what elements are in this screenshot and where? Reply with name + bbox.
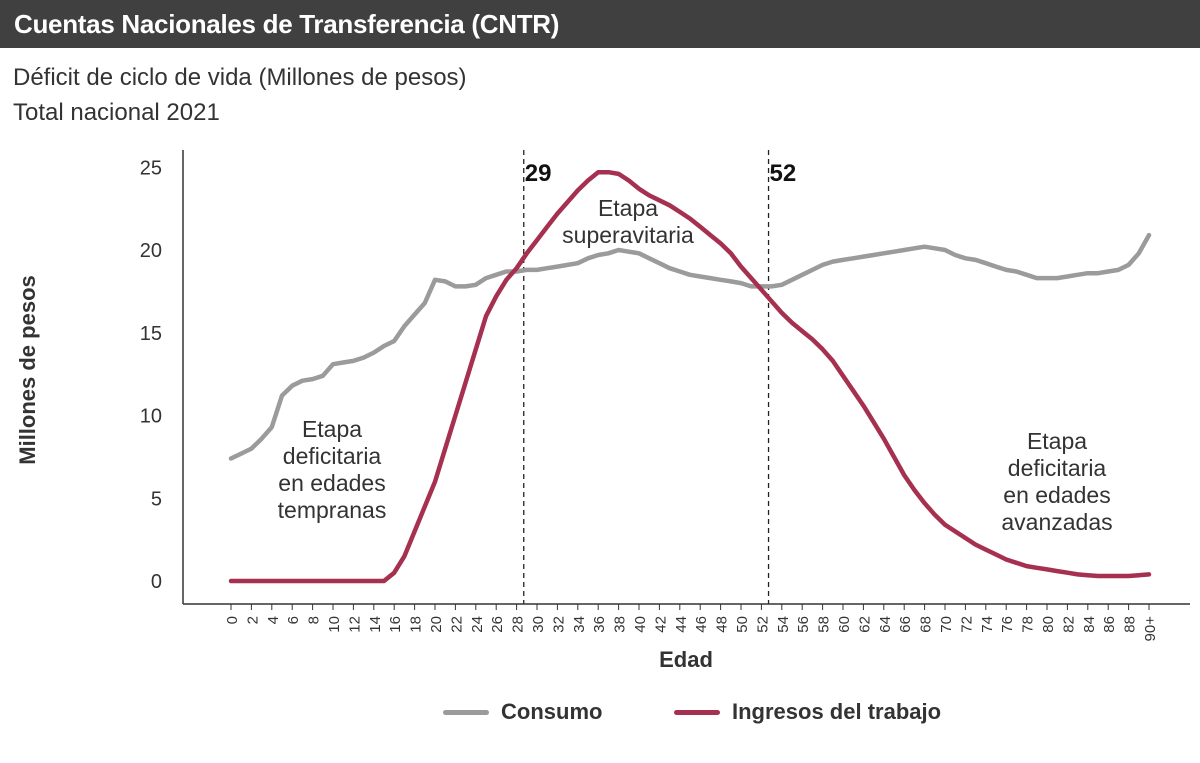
x-tick-label: 16 xyxy=(387,616,404,633)
y-tick-label: 15 xyxy=(140,323,162,345)
x-tick-label: 36 xyxy=(591,616,608,633)
annotation-line: superavitaria xyxy=(562,222,694,248)
x-tick-label: 4 xyxy=(265,616,282,624)
x-tick-label: 30 xyxy=(530,616,547,633)
legend-item-ingresos: Ingresos del trabajo xyxy=(674,697,941,727)
x-tick-label: 22 xyxy=(448,616,465,633)
x-tick-label: 74 xyxy=(979,616,996,633)
x-tick-label: 32 xyxy=(550,616,567,633)
x-tick-label: 10 xyxy=(326,616,343,633)
annotation-line: deficitaria xyxy=(283,443,382,469)
x-tick-label: 48 xyxy=(714,616,731,633)
x-tick-label: 66 xyxy=(897,616,914,633)
legend-label-ingresos: Ingresos del trabajo xyxy=(732,699,942,724)
x-tick-label: 2 xyxy=(244,616,261,624)
x-tick-label: 52 xyxy=(754,616,771,633)
reference-label-29: 29 xyxy=(525,160,552,187)
x-tick-label: 50 xyxy=(734,616,751,633)
x-tick-label: 64 xyxy=(877,616,894,633)
x-tick-label: 42 xyxy=(652,616,669,633)
series-line-consumo xyxy=(228,232,1152,461)
x-tick-label: 88 xyxy=(1122,616,1139,633)
x-tick-label: 82 xyxy=(1060,616,1077,633)
y-tick-label: 5 xyxy=(151,488,162,510)
x-tick-label: 86 xyxy=(1101,616,1118,633)
legend-label-consumo: Consumo xyxy=(501,699,603,724)
annotation-line: en edades xyxy=(1003,482,1110,508)
chart-title: Déficit de ciclo de vida (Millones de pe… xyxy=(13,64,467,91)
x-tick-label: 14 xyxy=(367,616,384,633)
x-tick-label: 60 xyxy=(836,616,853,633)
annotation-line: Etapa xyxy=(302,416,362,442)
x-tick-label: 62 xyxy=(856,616,873,633)
x-tick-label: 26 xyxy=(489,616,506,633)
x-tick-label: 6 xyxy=(285,616,302,624)
x-tick-label: 76 xyxy=(999,616,1016,633)
legend: Consumo Ingresos del trabajo xyxy=(0,697,1200,727)
x-tick-label: 38 xyxy=(612,616,629,633)
header-bar: Cuentas Nacionales de Transferencia (CNT… xyxy=(0,0,1200,48)
annotation-line: Etapa xyxy=(598,195,658,221)
x-tick-label: 54 xyxy=(775,616,792,633)
annotation-line: Etapa xyxy=(1027,428,1087,454)
annotation-line: tempranas xyxy=(278,497,387,523)
x-tick-label: 20 xyxy=(428,616,445,633)
x-tick-label: 56 xyxy=(795,616,812,633)
x-axis-title: Edad xyxy=(659,647,713,672)
y-axis-title: Millones de pesos xyxy=(15,275,40,465)
y-tick-label: 25 xyxy=(140,157,162,179)
annotation-etapa-superavitaria: Etapa superavitaria xyxy=(562,195,694,248)
x-tick-label: 0 xyxy=(224,616,241,624)
x-tick-label: 18 xyxy=(408,616,425,633)
legend-item-consumo: Consumo xyxy=(443,697,602,727)
x-tick-label: 78 xyxy=(1020,616,1037,633)
y-tick-label: 10 xyxy=(140,406,162,428)
x-tick-label: 58 xyxy=(816,616,833,633)
legend-swatch-ingresos xyxy=(674,709,720,715)
y-tick-label: 20 xyxy=(140,240,162,262)
x-tick-label: 40 xyxy=(632,616,649,633)
x-tick-label: 34 xyxy=(571,616,588,633)
y-tick-label: 0 xyxy=(151,571,162,593)
annotation-etapa-deficitaria-temprana: Etapa deficitaria en edades tempranas xyxy=(278,416,387,523)
x-tick-label: 8 xyxy=(306,616,323,624)
x-tick-label: 84 xyxy=(1081,616,1098,633)
x-tick-label: 44 xyxy=(673,616,690,633)
series-line-ingresos xyxy=(228,169,1152,584)
header-title: Cuentas Nacionales de Transferencia (CNT… xyxy=(14,9,560,39)
x-tick-label: 90+ xyxy=(1142,616,1159,642)
x-tick-label: 72 xyxy=(958,616,975,633)
annotation-line: en edades xyxy=(278,470,385,496)
x-tick-label: 68 xyxy=(918,616,935,633)
x-tick-label: 12 xyxy=(346,616,363,633)
x-tick-label: 24 xyxy=(469,616,486,633)
annotation-etapa-deficitaria-avanzada: Etapa deficitaria en edades avanzadas xyxy=(1001,428,1112,535)
x-tick-label: 46 xyxy=(693,616,710,633)
x-tick-label: 80 xyxy=(1040,616,1057,633)
x-tick-label: 28 xyxy=(510,616,527,633)
annotation-line: deficitaria xyxy=(1008,455,1107,481)
chart-subtitle: Total nacional 2021 xyxy=(13,99,220,126)
annotation-line: avanzadas xyxy=(1001,509,1112,535)
x-tick-label: 70 xyxy=(938,616,955,633)
reference-label-52: 52 xyxy=(770,160,797,187)
legend-swatch-consumo xyxy=(443,709,489,715)
